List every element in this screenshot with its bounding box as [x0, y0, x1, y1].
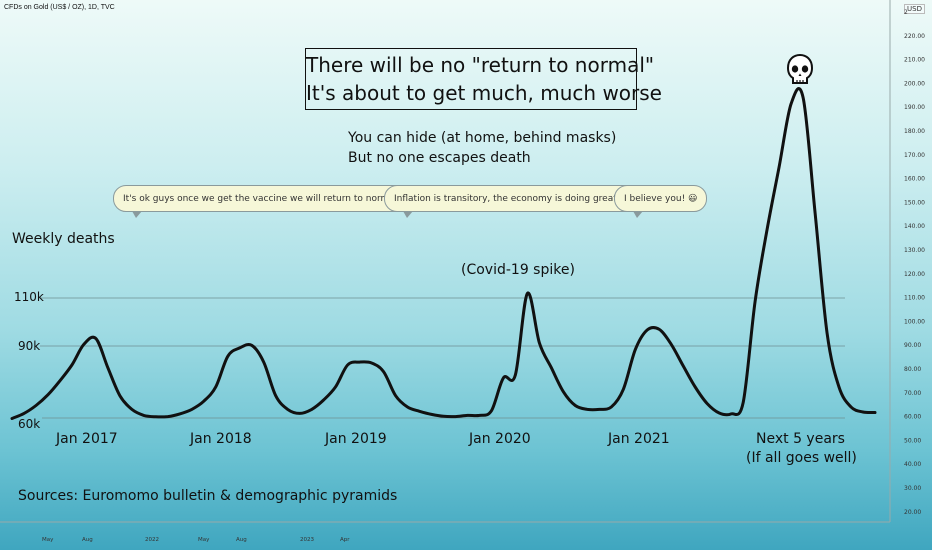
- price-axis-label: 140.00: [904, 223, 925, 230]
- price-axis-label: 30.00: [904, 485, 921, 492]
- price-axis-label: 40.00: [904, 461, 921, 468]
- symbol-label: CFDs on Gold (US$ / OZ), 1D, TVC: [4, 4, 115, 11]
- x-sublabel: (If all goes well): [746, 450, 857, 466]
- price-axis-label: 120.00: [904, 271, 925, 278]
- bubble-tail: [132, 211, 142, 218]
- price-axis-label: 90.00: [904, 342, 921, 349]
- bubble-tail: [633, 211, 643, 218]
- x-label-next-5-years: Next 5 years: [756, 431, 845, 447]
- speech-bubble-inflation: Inflation is transitory, the economy is …: [384, 185, 639, 218]
- price-axis-label: 180.00: [904, 128, 925, 135]
- price-axis-label: 130.00: [904, 247, 925, 254]
- price-axis-label: 150.00: [904, 199, 925, 206]
- subtitle-line-1: You can hide (at home, behind masks): [348, 130, 617, 146]
- speech-bubble-vaccine: It's ok guys once we get the vaccine we …: [113, 185, 422, 218]
- bubble-tail: [403, 211, 413, 218]
- price-axis-label: 220.00: [904, 33, 925, 40]
- subtitle-line-2: But no one escapes death: [348, 150, 531, 166]
- y-tick-90k: 90k: [18, 339, 40, 353]
- series-line: [10, 87, 877, 420]
- x-label-jan-2021: Jan 2021: [607, 431, 670, 447]
- x-label-jan-2020: Jan 2020: [468, 431, 531, 447]
- time-axis-label: Aug: [236, 537, 247, 543]
- price-axis-label: 2: [904, 9, 908, 16]
- price-axis-label: 110.00: [904, 295, 925, 302]
- x-label-jan-2019: Jan 2019: [324, 431, 387, 447]
- price-axis-label: 20.00: [904, 509, 921, 516]
- time-axis-label: May: [42, 537, 54, 543]
- price-axis-label: 100.00: [904, 318, 925, 325]
- price-axis-label: 60.00: [904, 414, 921, 421]
- headline-line-2: It's about to get much, much worse: [306, 81, 662, 105]
- time-axis-label: 2023: [300, 537, 314, 543]
- price-axis-label: 210.00: [904, 57, 925, 64]
- headline-box: There will be no "return to normal" It's…: [305, 48, 662, 110]
- y-tick-60k: 60k: [18, 417, 40, 431]
- bubble-text: I believe you! 😃: [624, 194, 698, 204]
- currency-label: USD: [904, 4, 925, 14]
- price-axis-label: 80.00: [904, 366, 921, 373]
- price-axis-label: 70.00: [904, 390, 921, 397]
- y-axis-label: Weekly deaths: [12, 231, 115, 247]
- bubble-text: It's ok guys once we get the vaccine we …: [123, 194, 412, 204]
- subtitle: You can hide (at home, behind masks) But…: [348, 128, 616, 168]
- sources-note: Sources: Euromomo bulletin & demographic…: [18, 488, 397, 504]
- headline-line-1: There will be no "return to normal": [306, 53, 655, 77]
- time-axis-label: Aug: [82, 537, 93, 543]
- speech-bubble-believe: I believe you! 😃: [614, 185, 708, 218]
- skull-icon: [786, 53, 814, 84]
- time-axis-label: May: [198, 537, 210, 543]
- price-axis-label: 200.00: [904, 80, 925, 87]
- price-axis-label: 170.00: [904, 152, 925, 159]
- x-label-jan-2018: Jan 2018: [189, 431, 252, 447]
- time-axis-label: Apr: [340, 537, 350, 543]
- x-label-jan-2017: Jan 2017: [55, 431, 118, 447]
- price-axis-label: 190.00: [904, 104, 925, 111]
- price-axis-label: 160.00: [904, 176, 925, 183]
- price-axis-label: 50.00: [904, 437, 921, 444]
- covid-annotation: (Covid-19 spike): [461, 262, 575, 278]
- bubble-text: Inflation is transitory, the economy is …: [394, 194, 629, 204]
- y-tick-110k: 110k: [14, 290, 44, 304]
- time-axis-label: 2022: [145, 537, 159, 543]
